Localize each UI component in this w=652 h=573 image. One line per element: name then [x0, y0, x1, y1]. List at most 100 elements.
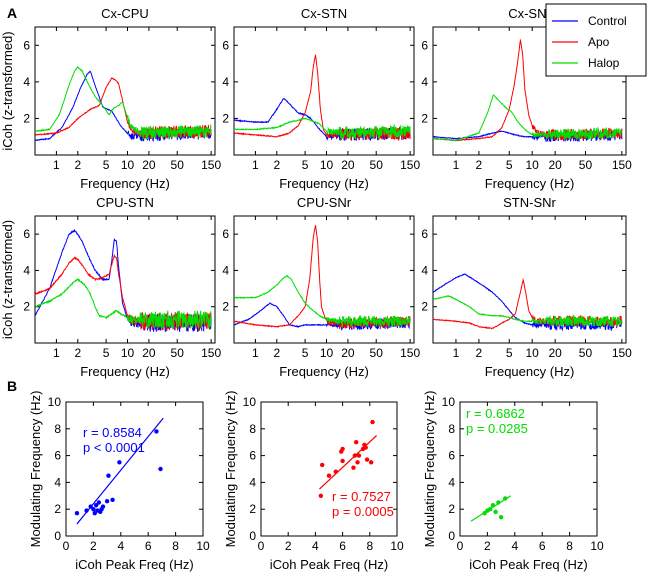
y-tick-label: 2: [23, 111, 30, 125]
y-tick-label: 6: [249, 449, 256, 463]
panel-label-a: A: [7, 5, 17, 21]
plot-area: [433, 273, 623, 332]
x-axis-label: iCoh Peak Freq (Hz): [75, 557, 193, 572]
x-tick-label: 1: [252, 158, 259, 172]
plot-area: [470, 495, 512, 522]
x-tick-label: 0: [258, 539, 265, 553]
y-tick-label: 2: [249, 502, 256, 516]
chart-title: STN-SNr: [503, 195, 556, 210]
x-tick-label: 10: [526, 158, 540, 172]
x-tick-label: 10: [390, 539, 404, 553]
x-tick-label: 1: [453, 158, 460, 172]
data-point: [96, 500, 102, 505]
x-tick-label: 2: [273, 346, 280, 360]
y-tick-label: 6: [448, 449, 455, 463]
x-tick-label: 5: [103, 346, 110, 360]
data-point: [88, 504, 93, 509]
data-point: [490, 502, 496, 508]
series-halop-line: [35, 278, 212, 330]
x-tick-label: 2: [90, 539, 97, 553]
regression-line: [319, 435, 378, 490]
y-tick-label: 6: [23, 227, 30, 241]
x-tick-label: 50: [579, 346, 593, 360]
x-tick-label: 8: [172, 539, 179, 553]
x-tick-label: 2: [74, 346, 81, 360]
data-point: [364, 457, 370, 462]
x-tick-label: 2: [74, 158, 81, 172]
x-tick-label: 150: [612, 346, 632, 360]
x-tick-label: 2: [273, 158, 280, 172]
plot-area: [433, 38, 623, 143]
y-tick-label: 0: [448, 529, 455, 543]
x-axis-label: Frequency (Hz): [80, 364, 170, 379]
stat-annotation: p = 0.0285: [466, 421, 528, 436]
chart-title: Cx-CPU: [101, 6, 149, 21]
y-tick-label: 10: [442, 395, 456, 409]
x-tick-label: 10: [590, 539, 604, 553]
axes-frame: [432, 215, 627, 344]
data-point: [100, 504, 106, 509]
x-tick-label: 5: [302, 158, 309, 172]
x-axis-label: Frequency (Hz): [485, 364, 575, 379]
data-point: [84, 508, 89, 513]
axes-frame: [34, 215, 216, 344]
x-tick-label: 20: [341, 346, 355, 360]
data-point: [340, 458, 345, 464]
x-tick-label: 2: [285, 539, 292, 553]
x-tick-label: 150: [612, 158, 632, 172]
y-tick-label: 10: [48, 395, 62, 409]
legend-label-apo: Apo: [588, 35, 610, 49]
y-tick-label: 4: [222, 263, 229, 277]
x-tick-label: 4: [312, 539, 319, 553]
series-control-line: [433, 273, 623, 332]
y-tick-label: 10: [243, 395, 257, 409]
data-point: [74, 511, 80, 516]
y-tick-label: 6: [23, 38, 30, 52]
y-tick-label: 4: [421, 263, 428, 277]
x-tick-label: 5: [506, 346, 513, 360]
x-tick-label: 10: [121, 158, 135, 172]
x-tick-label: 0: [63, 539, 70, 553]
y-tick-label: 6: [421, 38, 428, 52]
data-point: [158, 466, 163, 472]
stat-annotation: p < 0.0001: [83, 440, 145, 455]
stat-annotation: r = 0.6862: [466, 406, 525, 421]
x-tick-label: 150: [400, 158, 420, 172]
y-tick-label: 4: [23, 263, 30, 277]
x-tick-label: 10: [320, 346, 334, 360]
x-tick-label: 2: [476, 346, 483, 360]
data-point: [370, 419, 375, 425]
y-axis-label: Modulating Frequency (Hz): [223, 391, 238, 548]
data-point: [326, 473, 332, 478]
data-point: [356, 453, 362, 458]
series-halop-line: [234, 274, 411, 328]
x-tick-label: 10: [320, 158, 334, 172]
x-tick-label: 10: [121, 346, 135, 360]
y-tick-label: 6: [54, 449, 61, 463]
y-axis-label: Modulating Frequency (Hz): [422, 391, 437, 548]
y-tick-label: 4: [222, 75, 229, 89]
data-point: [106, 473, 111, 478]
data-point: [318, 493, 324, 498]
data-point: [92, 511, 97, 516]
y-tick-label: 2: [222, 300, 229, 314]
y-tick-label: 4: [421, 75, 428, 89]
y-tick-label: 4: [448, 475, 455, 489]
data-point: [154, 429, 159, 434]
axes-frame: [65, 401, 204, 537]
y-tick-label: 2: [54, 502, 61, 516]
x-tick-label: 1: [453, 346, 460, 360]
data-point: [482, 511, 487, 516]
x-tick-label: 8: [366, 539, 373, 553]
stat-annotation: p = 0.0005: [332, 504, 394, 519]
y-tick-label: 4: [23, 75, 30, 89]
y-tick-label: 4: [54, 475, 61, 489]
